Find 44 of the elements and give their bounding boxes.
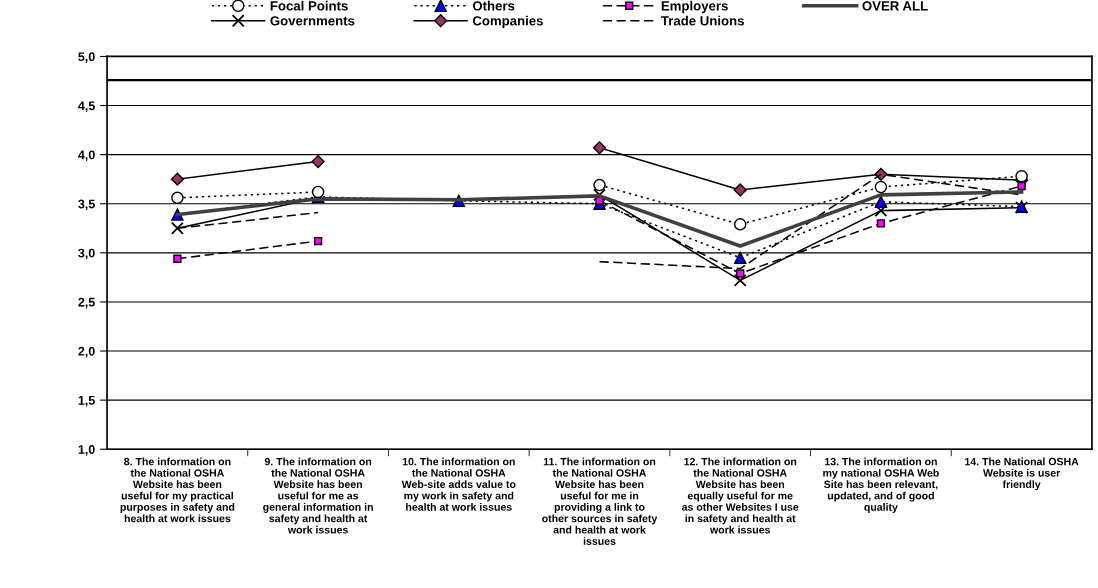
x-tick-label: 8. The information on the National OSHA Website has been useful for my practical purposes in safety and health at work issues (120, 457, 235, 523)
point (736, 269, 745, 278)
y-tick-label: 2,5 (78, 297, 95, 309)
y-tick-label: 2,0 (78, 346, 95, 358)
point (311, 154, 325, 169)
point (874, 204, 888, 218)
x-tick-label: 14. The National OSHA Website is user friendly (965, 457, 1079, 491)
x-tick-label: 9. The information on the National OSHA Website has been useful for me as general information in safety and health at work issues (263, 457, 373, 534)
y-tick-label: 1,5 (78, 396, 95, 407)
y-tick-label: 4,0 (78, 150, 95, 162)
point (170, 221, 184, 235)
x-tick-label: 12. The information on the National OSHA Website has been equally useful for me as other Websites I use in safety and health at work issues (681, 457, 799, 534)
legend-label: Companies (472, 15, 543, 29)
legend-label: Others (472, 0, 515, 11)
y-tick-label: 4,5 (78, 101, 95, 113)
x-tick-label: 11. The information on the National OSHA Website has been useful for me in providing a link to other sources in safety and health at work issues (542, 457, 658, 545)
point (593, 178, 606, 192)
point (876, 219, 886, 228)
point (313, 236, 323, 246)
x-tick-label: 13. The information on my national OSHA Web Site has been relevant, updated, and of good quality (823, 457, 939, 513)
point (170, 172, 184, 186)
point (733, 183, 747, 197)
point (874, 180, 888, 194)
x-tick-label: 10. The information on the National OSHA Web-site adds value to my work in safety and health at work issues (401, 457, 516, 511)
point (733, 251, 747, 265)
point (733, 218, 747, 231)
point (874, 195, 888, 209)
point (733, 273, 747, 287)
y-tick-label: 5,0 (78, 52, 95, 63)
point (1015, 169, 1028, 183)
y-tick-label: 3,0 (78, 248, 95, 260)
y-tick-label: 1,0 (78, 445, 95, 456)
legend-label: Trade Unions (661, 15, 744, 26)
point (1017, 181, 1026, 191)
legend-label: Focal Points (270, 0, 348, 11)
point (311, 185, 325, 199)
point (171, 191, 184, 205)
legend-label: Employers (661, 0, 728, 14)
legend-label: Governments (270, 16, 355, 26)
point (874, 167, 888, 181)
legend-label: OVER ALL (862, 1, 928, 11)
point (173, 254, 182, 263)
point (592, 141, 607, 155)
y-tick-label: 3,5 (78, 199, 95, 211)
